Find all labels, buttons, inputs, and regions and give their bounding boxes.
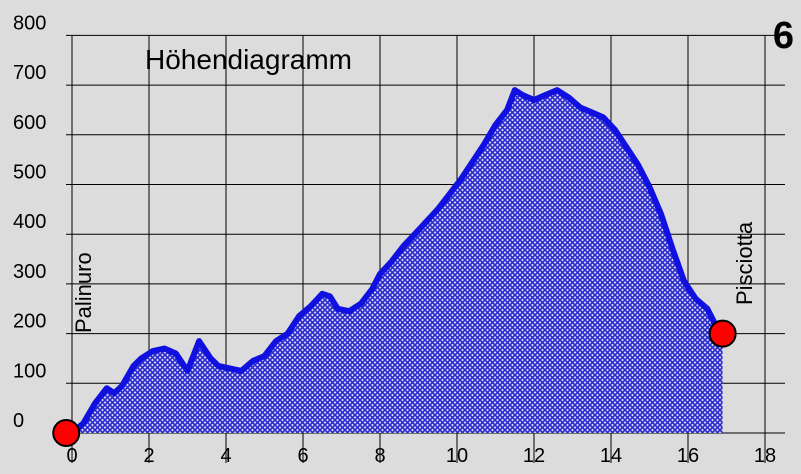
- panel-number: 6: [773, 15, 794, 57]
- chart-title: Höhendiagramm: [145, 44, 352, 75]
- y-tick-label: 500: [13, 162, 46, 184]
- y-tick-label: 200: [13, 311, 46, 333]
- y-tick-label: 700: [13, 62, 46, 84]
- x-tick-label: 2: [143, 445, 154, 467]
- x-tick-label: 16: [677, 445, 699, 467]
- x-tick-label: 0: [66, 445, 77, 467]
- x-tick-label: 18: [754, 445, 776, 467]
- end-marker: [708, 319, 737, 348]
- start-place-label: Palinuro: [71, 252, 96, 333]
- start-marker: [52, 419, 81, 447]
- x-tick-label: 8: [374, 445, 385, 467]
- y-tick-label: 100: [13, 360, 46, 382]
- x-tick-label: 14: [600, 445, 622, 467]
- y-tick-label: 400: [13, 211, 46, 233]
- y-tick-label: 0: [13, 410, 24, 432]
- y-tick-label: 600: [13, 112, 46, 134]
- x-tick-label: 6: [297, 445, 308, 467]
- y-tick-label: 800: [13, 12, 46, 34]
- elevation-area: [72, 90, 723, 433]
- marker-layer: [52, 319, 737, 447]
- end-place-label: Pisciotta: [732, 221, 757, 305]
- area-layer: [69, 87, 726, 436]
- tick-labels: 0 2 4 6 8 10 12 14 16 18 0 100 200 300 400 500 600 700 800: [13, 12, 776, 467]
- x-tick-label: 12: [523, 445, 545, 467]
- x-tick-label: 10: [446, 445, 468, 467]
- x-tick-label: 4: [220, 445, 231, 467]
- y-tick-label: 300: [13, 261, 46, 283]
- elevation-line: [69, 87, 726, 436]
